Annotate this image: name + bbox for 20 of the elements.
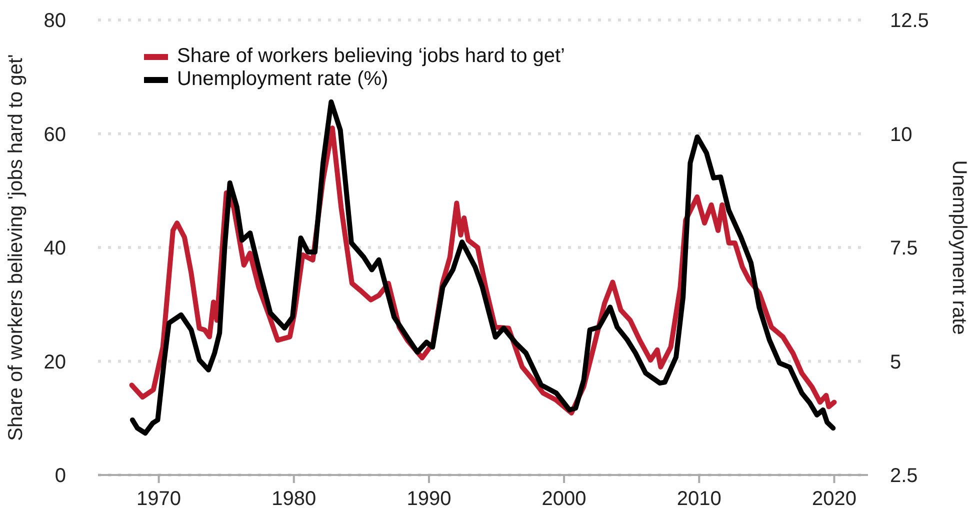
y-axis-title: Share of workers believing 'jobs hard to get' [5,54,28,441]
y-tick-label: 60 [44,124,66,146]
legend-label: Unemployment rate (%) [177,68,388,91]
legend-label: Share of workers believing ‘jobs hard to get’ [177,45,565,68]
x-tick-label: 2010 [676,488,722,510]
y-tick-label: 0 [54,465,66,488]
y2-tick-label: 7.5 [890,238,918,260]
x-tick-label: 2000 [542,488,586,510]
y-tick-label: 80 [44,10,66,32]
x-tick-label: 2020 [812,488,856,510]
y-tick-label: 40 [44,238,66,260]
x-tick-label: 1970 [136,488,182,510]
y-tick-label: 20 [44,351,66,374]
y2-axis-title: Unemployment rate [948,160,970,335]
x-tick-label: 1980 [272,488,316,510]
y2-tick-label: 12.5 [890,10,929,32]
y2-tick-label: 5 [890,351,902,374]
x-tick-label: 1990 [406,488,452,510]
y2-tick-label: 2.5 [890,465,918,488]
y2-tick-label: 10 [890,124,912,146]
